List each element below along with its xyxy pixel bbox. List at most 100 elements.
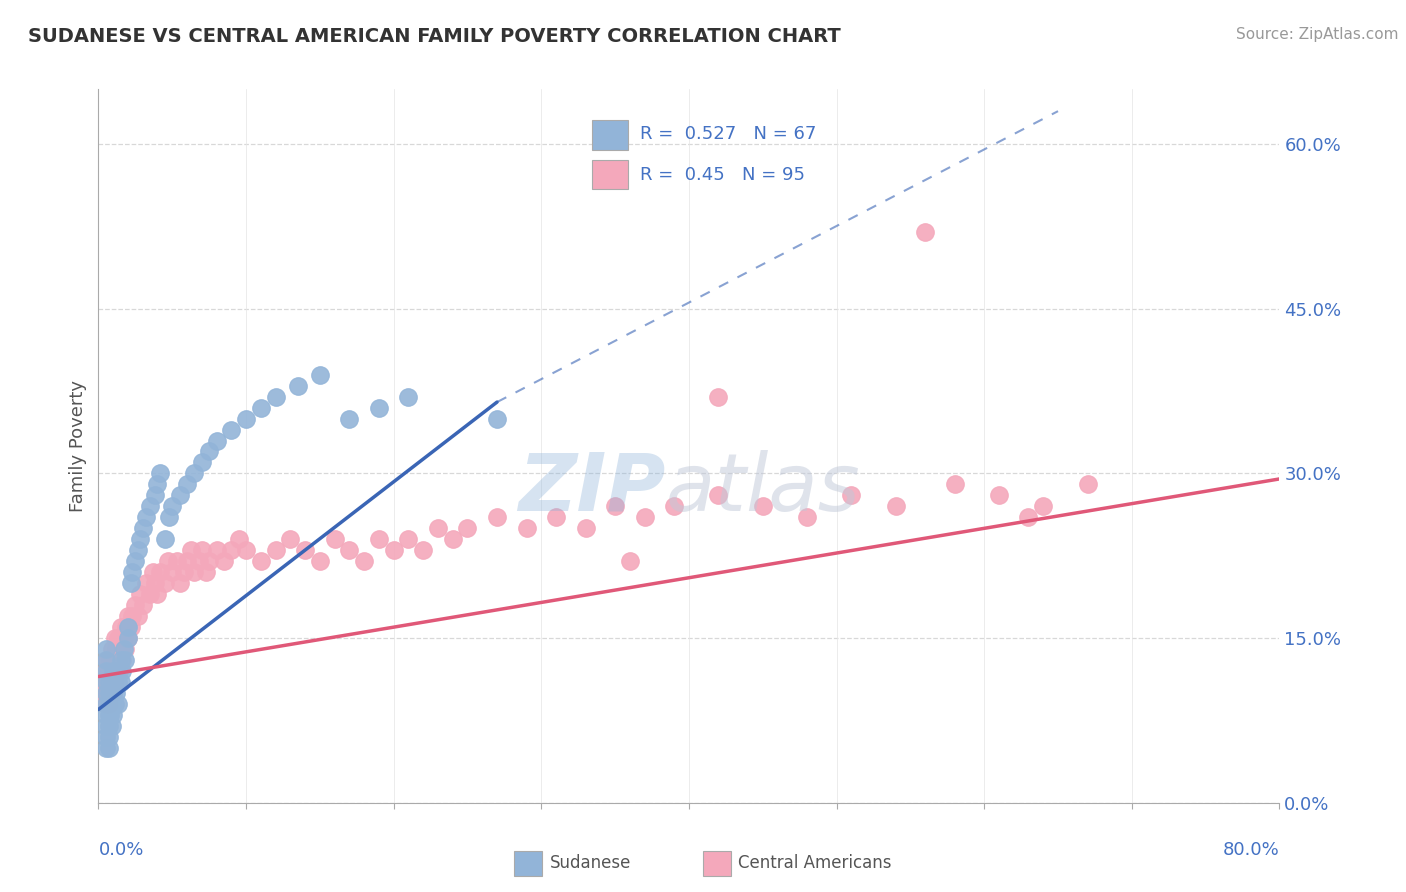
Point: [114, 642, 136, 657]
Point: [100, 675, 122, 690]
Bar: [592, 160, 628, 189]
Point: [94, 675, 117, 690]
Point: [97, 675, 120, 690]
Point: [187, 554, 209, 568]
Text: Sudanese: Sudanese: [550, 855, 631, 872]
Point: [205, 543, 228, 558]
Point: [117, 620, 139, 634]
Point: [94, 730, 117, 744]
Point: [486, 510, 509, 524]
Point: [412, 543, 434, 558]
Point: [107, 631, 129, 645]
Point: [427, 521, 450, 535]
Text: SUDANESE VS CENTRAL AMERICAN FAMILY POVERTY CORRELATION CHART: SUDANESE VS CENTRAL AMERICAN FAMILY POVE…: [28, 27, 841, 45]
Point: [250, 554, 273, 568]
Point: [287, 378, 309, 392]
Point: [1018, 510, 1040, 524]
Text: Source: ZipAtlas.com: Source: ZipAtlas.com: [1236, 27, 1399, 42]
Point: [121, 566, 143, 580]
Point: [97, 686, 120, 700]
Point: [605, 500, 627, 514]
Point: [98, 686, 121, 700]
Point: [294, 543, 316, 558]
Point: [180, 543, 202, 558]
Point: [127, 543, 149, 558]
Point: [96, 653, 118, 667]
Point: [120, 620, 142, 634]
Text: R =  0.45   N = 95: R = 0.45 N = 95: [640, 167, 804, 185]
Point: [103, 675, 125, 690]
Point: [619, 554, 641, 568]
Point: [105, 686, 128, 700]
Text: atlas: atlas: [665, 450, 860, 528]
Point: [94, 664, 117, 678]
Point: [221, 543, 243, 558]
Point: [339, 411, 361, 425]
Point: [169, 576, 191, 591]
Point: [841, 488, 863, 502]
Point: [98, 653, 121, 667]
Point: [884, 500, 907, 514]
Point: [157, 510, 180, 524]
Point: [664, 500, 686, 514]
Point: [112, 631, 135, 645]
Point: [97, 730, 120, 744]
Point: [94, 740, 117, 755]
Point: [575, 521, 598, 535]
Point: [97, 697, 120, 711]
Point: [117, 631, 139, 645]
Point: [1032, 500, 1054, 514]
Point: [115, 620, 138, 634]
Point: [398, 390, 420, 404]
Point: [107, 653, 129, 667]
Point: [398, 533, 420, 547]
Point: [162, 500, 183, 514]
Point: [127, 609, 149, 624]
Point: [91, 686, 114, 700]
Point: [128, 587, 150, 601]
Point: [323, 533, 346, 547]
Point: [103, 664, 125, 678]
Point: [382, 543, 405, 558]
Point: [368, 533, 391, 547]
Point: [143, 488, 166, 502]
Point: [132, 521, 155, 535]
Point: [100, 697, 122, 711]
Point: [103, 664, 125, 678]
Point: [235, 543, 257, 558]
Point: [516, 521, 538, 535]
Point: [707, 488, 730, 502]
Point: [128, 533, 150, 547]
Point: [97, 719, 120, 733]
Point: [120, 576, 142, 591]
Point: [117, 609, 139, 624]
Point: [250, 401, 273, 415]
Point: [139, 587, 162, 601]
Point: [198, 444, 221, 458]
Point: [93, 675, 115, 690]
Point: [104, 675, 127, 690]
Point: [149, 566, 172, 580]
Point: [146, 587, 169, 601]
Point: [368, 401, 391, 415]
Point: [94, 642, 117, 657]
Point: [162, 566, 183, 580]
Point: [169, 488, 191, 502]
Point: [191, 455, 214, 469]
Point: [264, 390, 287, 404]
Point: [264, 543, 287, 558]
Point: [280, 533, 302, 547]
Text: R =  0.527   N = 67: R = 0.527 N = 67: [640, 125, 815, 143]
Point: [142, 566, 165, 580]
Point: [105, 664, 128, 678]
Point: [110, 642, 132, 657]
Point: [339, 543, 361, 558]
Point: [235, 411, 257, 425]
Point: [97, 697, 120, 711]
Point: [94, 697, 117, 711]
Point: [94, 708, 117, 723]
Point: [221, 423, 243, 437]
Point: [176, 554, 198, 568]
Bar: [703, 851, 731, 876]
Point: [124, 598, 146, 612]
